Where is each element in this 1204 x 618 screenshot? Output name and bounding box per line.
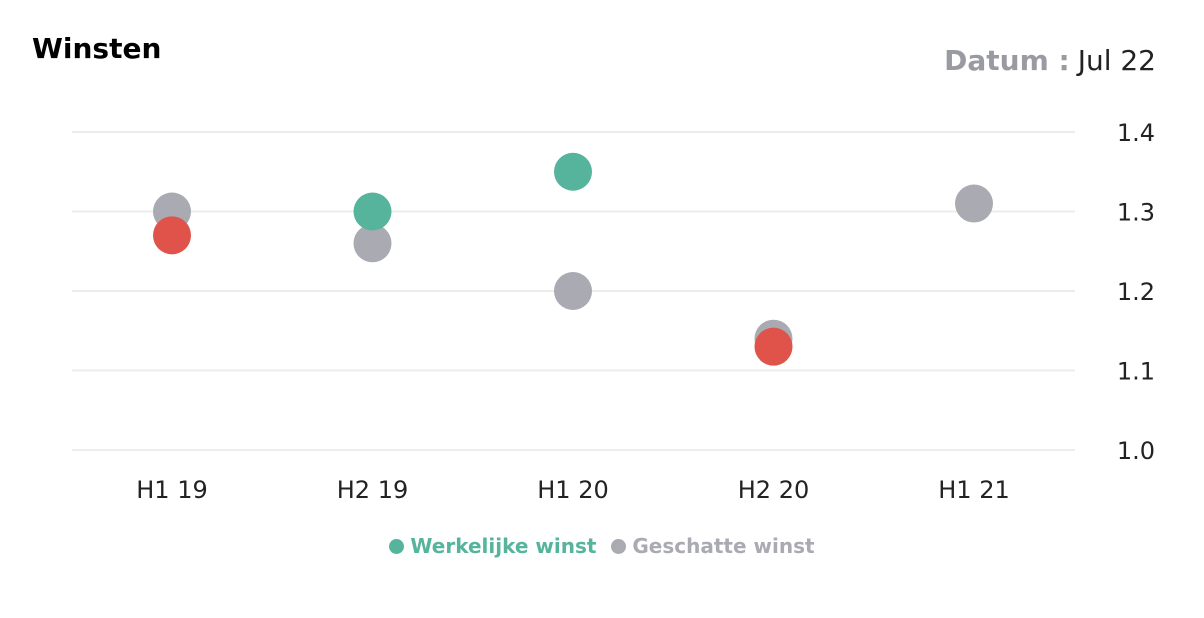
y-tick-label: 1.0 [1117,437,1155,465]
point-actual[interactable] [153,216,191,255]
legend-item-estimated[interactable]: Geschatte winst [611,534,815,558]
y-tick-label: 1.4 [1117,119,1155,147]
date-label: Datum : [944,44,1070,77]
legend: Werkelijke winst Geschatte winst [0,534,1204,559]
date-value: Jul 22 [1077,44,1156,77]
data-points [153,152,993,366]
y-tick-label: 1.1 [1117,358,1155,386]
legend-item-actual[interactable]: Werkelijke winst [389,534,596,558]
legend-swatch-actual [389,538,405,554]
chart-title: Winsten [32,32,162,65]
legend-label-estimated: Geschatte winst [632,534,815,558]
point-actual[interactable] [554,152,592,191]
y-tick-label: 1.3 [1117,199,1155,227]
legend-label-actual: Werkelijke winst [410,534,597,558]
point-estimated[interactable] [955,184,993,223]
date-indicator: Datum : Jul 22 [944,44,1156,77]
x-axis-ticks: H1 19 H2 19 H1 20 H2 20 H1 21 [136,476,1009,504]
legend-swatch-estimated [611,538,627,554]
x-tick-label: H2 20 [738,476,809,504]
point-estimated[interactable] [554,272,592,310]
point-estimated[interactable] [353,224,392,263]
point-actual[interactable] [353,192,392,231]
x-tick-label: H2 19 [337,476,408,504]
x-tick-label: H1 20 [537,476,608,504]
y-axis-ticks: 1.4 1.3 1.2 1.1 1.0 [1117,119,1155,465]
point-actual[interactable] [754,327,793,366]
y-tick-label: 1.2 [1117,278,1155,306]
x-tick-label: H1 19 [136,476,207,504]
x-tick-label: H1 21 [938,476,1009,504]
grid-lines [72,131,1075,451]
